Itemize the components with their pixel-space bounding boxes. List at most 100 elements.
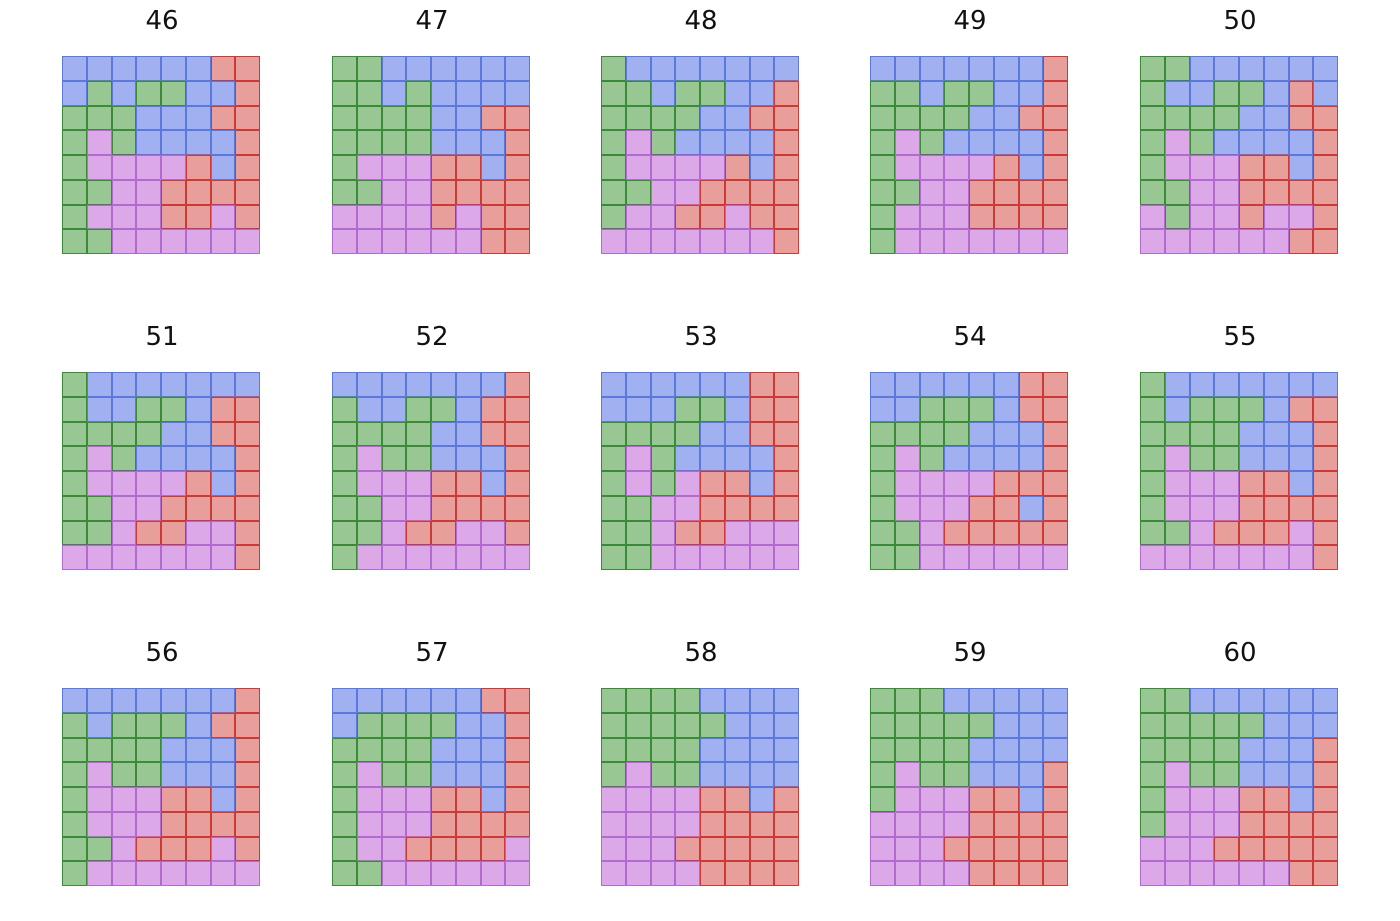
grid-cell [235,520,260,546]
grid-cell [480,105,506,131]
grid-cell [993,56,1019,81]
grid-cell [86,179,112,205]
grid-cell [332,56,357,81]
color-grid [62,688,262,888]
panel-title: 54 [953,322,987,352]
grid-cell [1263,372,1289,397]
grid-cell [700,229,725,254]
grid-cell [749,446,775,471]
grid-cell [650,712,676,738]
grid-cell [161,787,186,812]
grid-cell [1164,545,1190,570]
grid-cell [675,179,700,205]
grid-cell [1263,130,1289,155]
grid-cell [749,495,775,521]
grid-cell [1140,372,1165,397]
grid-cell [700,688,725,713]
grid-cell [1263,836,1289,862]
grid-cell [505,229,530,254]
grid-cell [480,836,506,862]
grid-cell [1263,204,1289,230]
grid-cell [455,372,481,397]
grid-cell [111,861,137,886]
grid-cell [161,811,186,837]
grid-cell [455,421,481,447]
grid-cell [1263,861,1289,886]
grid-cell [1313,737,1338,763]
grid-cell [455,688,481,713]
grid-cell [894,688,920,713]
grid-cell [480,762,506,787]
grid-cell [1313,130,1338,155]
grid-cell [675,787,700,812]
grid-cell [480,495,506,521]
grid-cell [675,520,700,546]
grid-cell [749,229,775,254]
grid-cell [111,495,137,521]
grid-cell [111,471,137,496]
grid-cell [111,179,137,205]
grid-cell [944,421,969,447]
grid-cell [1140,105,1165,131]
grid-cell [944,396,969,422]
grid-cell [944,130,969,155]
grid-cell [1018,130,1044,155]
grid-cell [406,446,431,471]
grid-cell [993,179,1019,205]
grid-cell [675,372,700,397]
grid-cell [1263,421,1289,447]
grid-cell [431,495,456,521]
grid-cell [774,105,799,131]
grid-cell [1263,787,1289,812]
grid-cell [870,56,895,81]
grid-cell [86,737,112,763]
grid-cell [625,179,651,205]
grid-cell [406,520,431,546]
grid-cell [625,155,651,180]
grid-cell [480,545,506,570]
grid-cell [1239,545,1264,570]
grid-cell [1313,204,1338,230]
grid-cell [480,811,506,837]
grid-cell [625,130,651,155]
grid-cell [625,471,651,496]
grid-cell [1239,688,1264,713]
grid-cell [650,446,676,471]
grid-cell [1313,836,1338,862]
grid-cell [505,105,530,131]
grid-cell [724,762,750,787]
grid-cell [235,204,260,230]
grid-cell [700,495,725,521]
grid-cell [381,229,407,254]
grid-cell [894,229,920,254]
grid-cell [406,372,431,397]
grid-cell [185,737,211,763]
grid-cell [136,446,161,471]
grid-cell [1313,787,1338,812]
color-grid [870,372,1070,572]
grid-cell [86,787,112,812]
grid-cell [1239,56,1264,81]
grid-cell [235,688,260,713]
grid-cell [161,204,186,230]
grid-cell [700,520,725,546]
grid-cell [161,372,186,397]
grid-cell [919,421,945,447]
grid-cell [1214,762,1239,787]
grid-cell [406,105,431,131]
grid-cell [1313,762,1338,787]
grid-cell [185,688,211,713]
grid-cell [86,861,112,886]
grid-cell [431,520,456,546]
grid-cell [650,737,676,763]
grid-cell [993,155,1019,180]
grid-cell [919,811,945,837]
grid-cell [1140,80,1165,106]
grid-cell [1140,471,1165,496]
grid-cell [356,421,382,447]
grid-cell [749,861,775,886]
grid-cell [749,130,775,155]
grid-cell [993,688,1019,713]
grid-cell [161,80,186,106]
grid-cell [1043,787,1068,812]
